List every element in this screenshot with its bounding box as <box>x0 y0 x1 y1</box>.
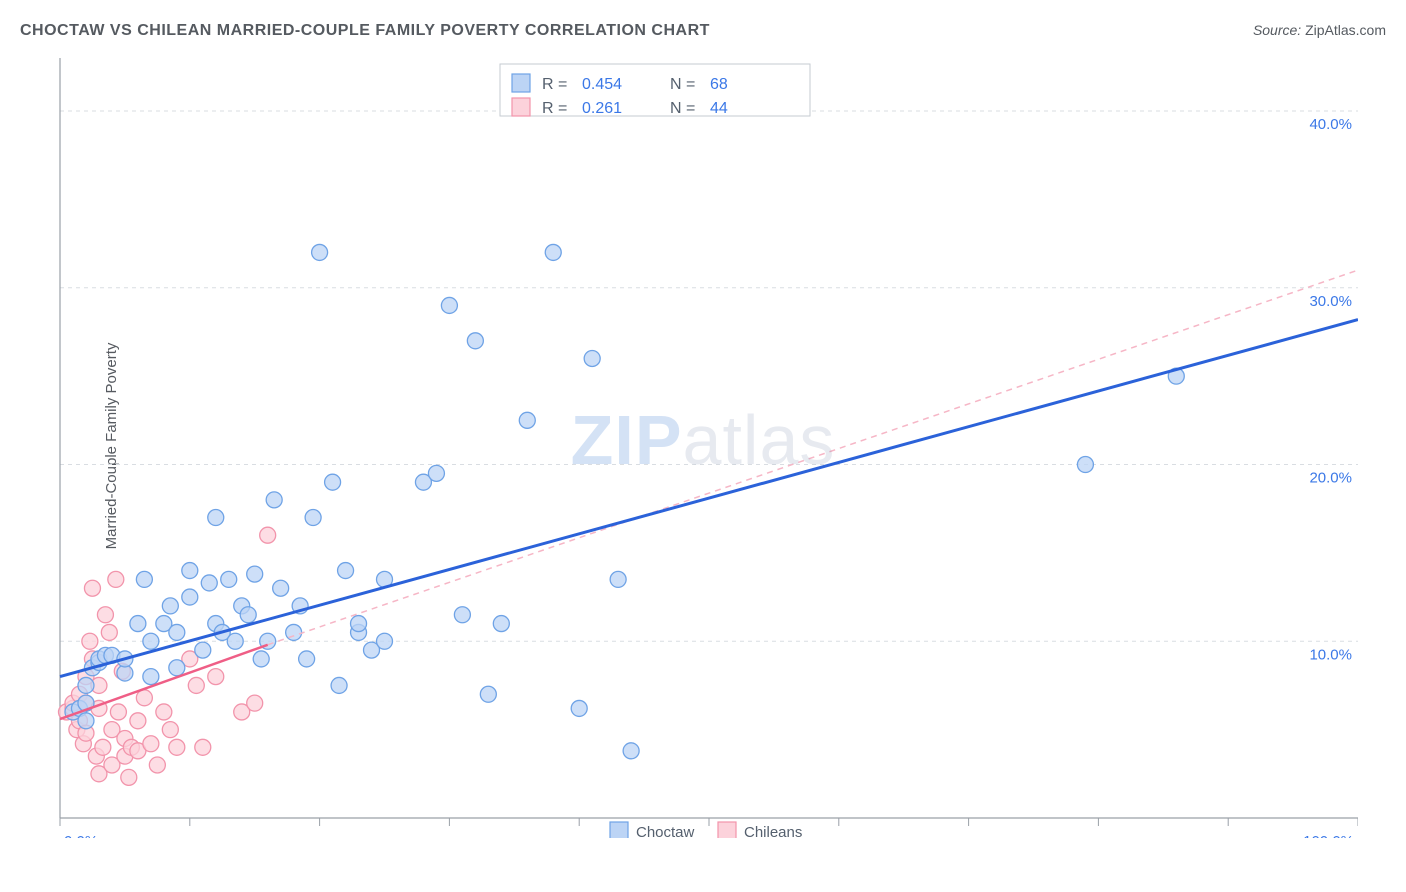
data-point <box>266 492 282 508</box>
data-point <box>227 633 243 649</box>
header: CHOCTAW VS CHILEAN MARRIED-COUPLE FAMILY… <box>20 22 1386 40</box>
y-tick-label: 30.0% <box>1309 293 1352 310</box>
chart-title: CHOCTAW VS CHILEAN MARRIED-COUPLE FAMILY… <box>20 22 710 40</box>
data-point <box>110 704 126 720</box>
data-point <box>253 651 269 667</box>
source-label: Source: <box>1253 22 1301 38</box>
data-point <box>162 598 178 614</box>
data-point <box>545 244 561 260</box>
data-point <box>519 412 535 428</box>
data-point <box>121 769 137 785</box>
trendline-chileans-dashed <box>268 270 1358 645</box>
data-point <box>480 686 496 702</box>
data-point <box>95 739 111 755</box>
data-point <box>78 713 94 729</box>
data-point <box>143 736 159 752</box>
legend-swatch <box>718 822 736 838</box>
data-point <box>169 624 185 640</box>
data-point <box>182 563 198 579</box>
data-point <box>208 669 224 685</box>
data-point <box>247 566 263 582</box>
data-point <box>1077 457 1093 473</box>
data-point <box>195 739 211 755</box>
data-point <box>493 616 509 632</box>
x-max-label: 100.0% <box>1303 833 1354 838</box>
source-attribution: Source: ZipAtlas.com <box>1253 22 1386 38</box>
legend-series-label: Choctaw <box>636 824 695 838</box>
data-point <box>143 669 159 685</box>
data-point <box>312 244 328 260</box>
y-tick-label: 40.0% <box>1309 116 1352 133</box>
legend-r-value: 0.261 <box>582 100 622 117</box>
data-point <box>441 297 457 313</box>
data-point <box>377 633 393 649</box>
data-point <box>338 563 354 579</box>
legend-swatch <box>512 98 530 116</box>
data-point <box>201 575 217 591</box>
scatter-chart: ZIPatlas 10.0%20.0%30.0%40.0%0.0%100.0%R… <box>48 58 1358 838</box>
y-tick-label: 20.0% <box>1309 470 1352 487</box>
data-point <box>467 333 483 349</box>
chart-svg: 10.0% 20.0% 30.0% 40.0% 0.0% 100.0% R = 0.454 N … <box>48 58 1358 838</box>
data-point <box>454 607 470 623</box>
x-min-label: 0.0% <box>64 833 98 838</box>
data-point <box>156 704 172 720</box>
data-point <box>273 580 289 596</box>
data-point <box>136 690 152 706</box>
data-point <box>101 624 117 640</box>
data-point <box>623 743 639 759</box>
data-point <box>82 633 98 649</box>
data-point <box>108 571 124 587</box>
data-point <box>305 510 321 526</box>
legend-series-label: Chileans <box>744 824 802 838</box>
data-point <box>130 616 146 632</box>
data-point <box>351 616 367 632</box>
data-point <box>169 660 185 676</box>
data-point <box>331 677 347 693</box>
data-point <box>182 589 198 605</box>
source-value: ZipAtlas.com <box>1305 22 1386 38</box>
legend-swatch <box>610 822 628 838</box>
data-point <box>188 677 204 693</box>
data-point <box>325 474 341 490</box>
data-point <box>208 510 224 526</box>
legend-r-value: 0.454 <box>582 76 622 93</box>
data-point <box>571 700 587 716</box>
data-point <box>240 607 256 623</box>
data-point <box>169 739 185 755</box>
data-point <box>221 571 237 587</box>
data-point <box>260 527 276 543</box>
legend-n-value: 44 <box>710 100 728 117</box>
legend-r-label: R = <box>542 100 567 117</box>
data-point <box>428 465 444 481</box>
y-tick-label: 10.0% <box>1309 646 1352 663</box>
data-point <box>97 607 113 623</box>
data-point <box>130 713 146 729</box>
data-point <box>584 350 600 366</box>
data-point <box>78 677 94 693</box>
bottom-legend: Choctaw Chileans <box>610 822 802 838</box>
data-point <box>195 642 211 658</box>
legend-n-label: N = <box>670 100 695 117</box>
legend-swatch <box>512 74 530 92</box>
data-point <box>136 571 152 587</box>
legend-n-label: N = <box>670 76 695 93</box>
legend-n-value: 68 <box>710 76 728 93</box>
data-point <box>84 580 100 596</box>
data-point <box>162 722 178 738</box>
legend-r-label: R = <box>542 76 567 93</box>
data-point <box>149 757 165 773</box>
data-point <box>286 624 302 640</box>
data-point <box>299 651 315 667</box>
data-point <box>143 633 159 649</box>
data-point <box>247 695 263 711</box>
trendline-choctaw <box>60 320 1358 677</box>
data-point <box>610 571 626 587</box>
